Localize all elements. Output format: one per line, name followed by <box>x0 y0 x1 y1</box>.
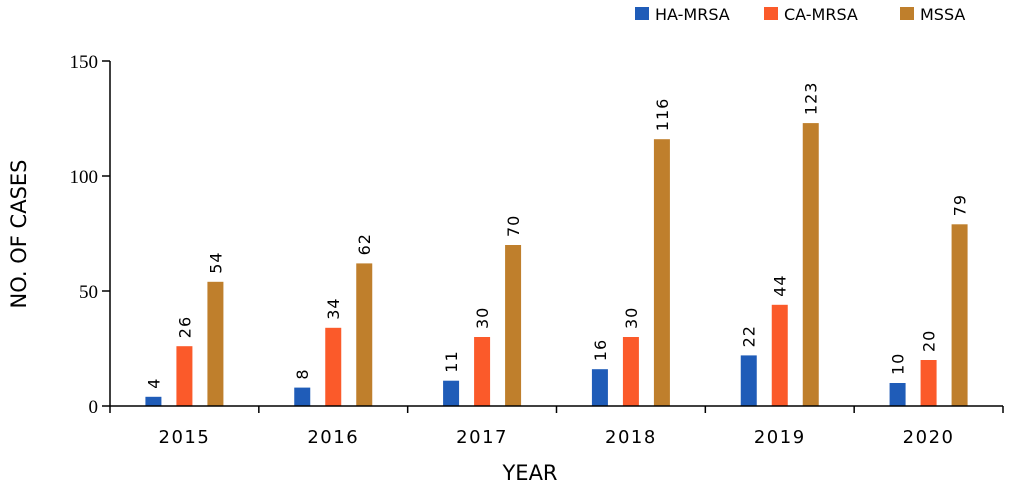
data-label-mssa-2015: 54 <box>206 251 225 273</box>
data-label-ca-mrsa-2015: 26 <box>175 316 194 338</box>
bar-ha-mrsa-2019 <box>740 355 757 406</box>
x-tick-label: 2018 <box>605 427 657 448</box>
bar-ca-mrsa-2016 <box>325 327 342 406</box>
bars-group <box>145 123 968 406</box>
bar-ha-mrsa-2016 <box>294 387 311 406</box>
bar-mssa-2018 <box>653 139 670 406</box>
y-axis-title: NO. OF CASES <box>7 160 31 309</box>
bar-ha-mrsa-2015 <box>145 396 162 406</box>
x-ticks-group: 2015 2016 2017 2018 2019 2020 <box>109 406 1004 448</box>
bar-ca-mrsa-2015 <box>176 346 193 406</box>
legend-label-ca-mrsa: CA-MRSA <box>784 5 858 24</box>
y-tick-label: 0 <box>89 397 99 418</box>
chart-legend: HA-MRSA CA-MRSA MSSA <box>635 5 965 24</box>
bar-mssa-2015 <box>207 281 224 406</box>
bar-mssa-2016 <box>356 263 373 406</box>
y-ticks-group: 0 50 100 150 <box>70 52 110 418</box>
bar-ca-mrsa-2018 <box>622 337 639 406</box>
x-tick-label: 2017 <box>456 427 508 448</box>
y-tick-label: 100 <box>70 167 99 188</box>
data-label-mssa-2020: 79 <box>951 194 970 216</box>
x-tick-label: 2020 <box>903 427 955 448</box>
data-label-mssa-2017: 70 <box>504 215 523 237</box>
data-label-ha-mrsa-2017: 11 <box>442 350 461 372</box>
bar-ca-mrsa-2019 <box>771 304 788 406</box>
x-axis-title: YEAR <box>501 461 557 485</box>
bar-mssa-2020 <box>951 224 968 406</box>
data-label-ha-mrsa-2019: 22 <box>740 325 759 347</box>
data-label-ca-mrsa-2017: 30 <box>473 307 492 329</box>
x-tick-label: 2015 <box>159 427 211 448</box>
bar-ha-mrsa-2018 <box>591 369 608 406</box>
x-tick-label: 2019 <box>754 427 806 448</box>
bar-ca-mrsa-2017 <box>474 337 491 406</box>
data-label-mssa-2018: 116 <box>653 98 672 132</box>
bar-mssa-2019 <box>802 123 819 406</box>
data-label-ha-mrsa-2016: 8 <box>293 368 312 379</box>
data-label-mssa-2016: 62 <box>355 233 374 255</box>
data-label-ca-mrsa-2020: 20 <box>920 330 939 352</box>
legend-swatch-ha-mrsa <box>635 7 649 20</box>
bar-ha-mrsa-2017 <box>443 380 460 406</box>
bar-ca-mrsa-2020 <box>920 360 937 406</box>
legend-label-ha-mrsa: HA-MRSA <box>655 5 730 24</box>
legend-swatch-mssa <box>900 7 914 20</box>
data-label-ha-mrsa-2015: 4 <box>144 378 163 389</box>
data-labels-group: 4 26 54 8 34 62 11 30 70 16 30 116 22 44 123 10 20 79 <box>144 82 969 389</box>
data-label-ha-mrsa-2018: 16 <box>591 339 610 361</box>
y-tick-label: 150 <box>70 52 99 73</box>
data-label-ca-mrsa-2018: 30 <box>622 307 641 329</box>
data-label-ha-mrsa-2020: 10 <box>889 353 908 375</box>
x-tick-label: 2016 <box>307 427 359 448</box>
y-tick-label: 50 <box>79 282 98 303</box>
bar-mssa-2017 <box>505 245 522 406</box>
data-label-ca-mrsa-2019: 44 <box>771 274 790 296</box>
axes-group <box>109 61 1003 407</box>
data-label-ca-mrsa-2016: 34 <box>324 297 343 319</box>
legend-label-mssa: MSSA <box>920 5 965 24</box>
legend-swatch-ca-mrsa <box>764 7 778 20</box>
data-label-mssa-2019: 123 <box>802 82 821 116</box>
bar-ha-mrsa-2020 <box>889 383 906 406</box>
